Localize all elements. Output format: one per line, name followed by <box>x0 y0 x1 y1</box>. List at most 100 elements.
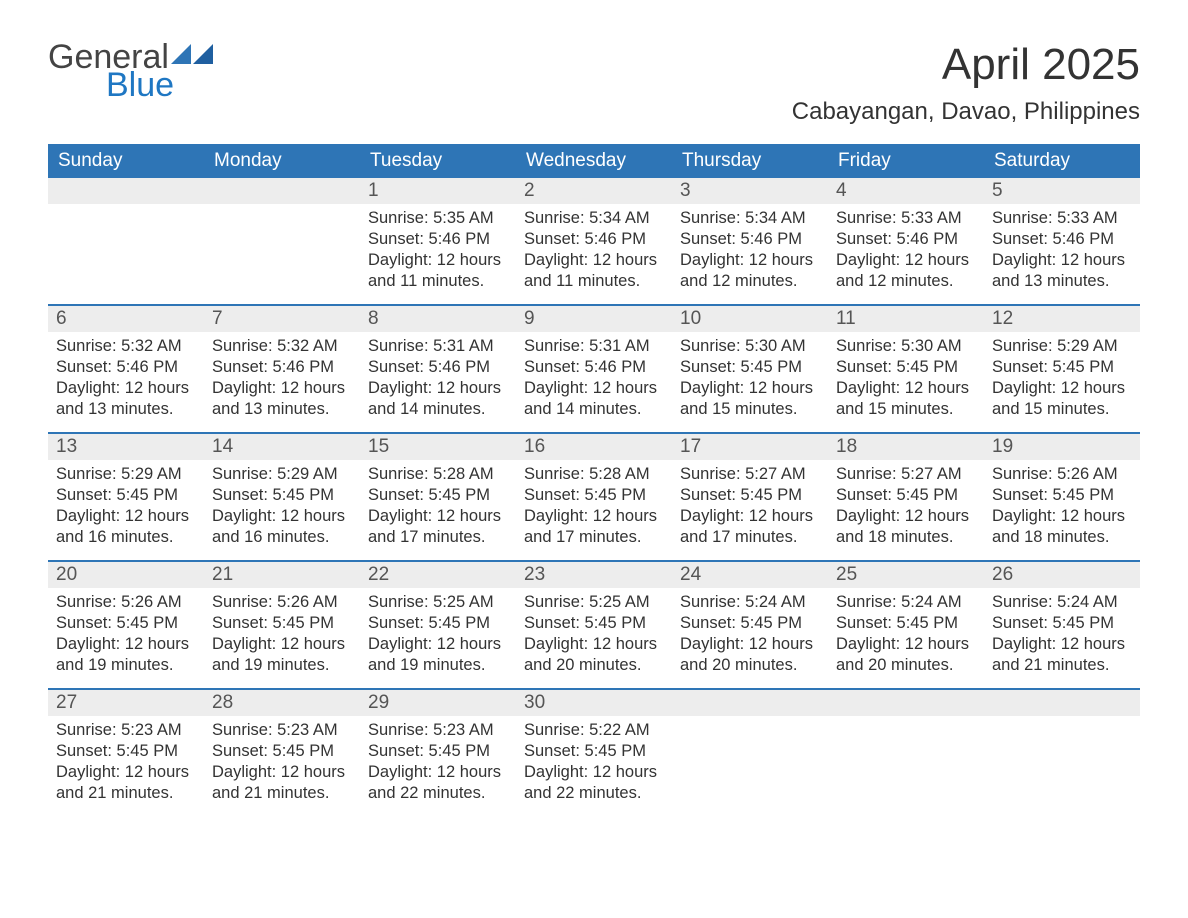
daylight-line2: and 22 minutes. <box>368 783 508 804</box>
sunrise-text: Sunrise: 5:23 AM <box>212 720 352 741</box>
daylight-line1: Daylight: 12 hours <box>56 506 196 527</box>
day-cell <box>672 690 828 816</box>
day-body: Sunrise: 5:35 AMSunset: 5:46 PMDaylight:… <box>360 204 516 302</box>
sunrise-text: Sunrise: 5:32 AM <box>212 336 352 357</box>
daylight-line2: and 11 minutes. <box>368 271 508 292</box>
sunrise-text: Sunrise: 5:26 AM <box>992 464 1132 485</box>
sunset-text: Sunset: 5:46 PM <box>212 357 352 378</box>
daylight-line2: and 19 minutes. <box>212 655 352 676</box>
daylight-line1: Daylight: 12 hours <box>524 378 664 399</box>
sunset-text: Sunset: 5:45 PM <box>680 485 820 506</box>
sunrise-text: Sunrise: 5:34 AM <box>680 208 820 229</box>
daylight-line1: Daylight: 12 hours <box>524 250 664 271</box>
sunset-text: Sunset: 5:45 PM <box>56 613 196 634</box>
dow-wednesday: Wednesday <box>516 144 672 178</box>
flag-icon <box>171 44 213 72</box>
sunset-text: Sunset: 5:45 PM <box>992 357 1132 378</box>
week-row: 13Sunrise: 5:29 AMSunset: 5:45 PMDayligh… <box>48 432 1140 560</box>
day-body: Sunrise: 5:26 AMSunset: 5:45 PMDaylight:… <box>204 588 360 686</box>
day-cell: 19Sunrise: 5:26 AMSunset: 5:45 PMDayligh… <box>984 434 1140 560</box>
day-body: Sunrise: 5:24 AMSunset: 5:45 PMDaylight:… <box>828 588 984 686</box>
sunset-text: Sunset: 5:46 PM <box>368 357 508 378</box>
day-cell: 27Sunrise: 5:23 AMSunset: 5:45 PMDayligh… <box>48 690 204 816</box>
day-cell: 7Sunrise: 5:32 AMSunset: 5:46 PMDaylight… <box>204 306 360 432</box>
day-body: Sunrise: 5:27 AMSunset: 5:45 PMDaylight:… <box>672 460 828 558</box>
daylight-line2: and 18 minutes. <box>992 527 1132 548</box>
daylight-line2: and 12 minutes. <box>680 271 820 292</box>
daylight-line1: Daylight: 12 hours <box>680 378 820 399</box>
daylight-line1: Daylight: 12 hours <box>212 378 352 399</box>
sunset-text: Sunset: 5:46 PM <box>836 229 976 250</box>
sunset-text: Sunset: 5:45 PM <box>524 741 664 762</box>
day-cell: 10Sunrise: 5:30 AMSunset: 5:45 PMDayligh… <box>672 306 828 432</box>
daylight-line1: Daylight: 12 hours <box>992 506 1132 527</box>
daylight-line2: and 13 minutes. <box>56 399 196 420</box>
sunset-text: Sunset: 5:46 PM <box>524 229 664 250</box>
daylight-line1: Daylight: 12 hours <box>368 634 508 655</box>
day-body: Sunrise: 5:33 AMSunset: 5:46 PMDaylight:… <box>984 204 1140 302</box>
dow-thursday: Thursday <box>672 144 828 178</box>
calendar-grid: Sunday Monday Tuesday Wednesday Thursday… <box>48 144 1140 816</box>
day-number: 14 <box>204 434 360 460</box>
location-subtitle: Cabayangan, Davao, Philippines <box>792 98 1140 126</box>
sunrise-text: Sunrise: 5:24 AM <box>992 592 1132 613</box>
daylight-line1: Daylight: 12 hours <box>680 250 820 271</box>
sunset-text: Sunset: 5:46 PM <box>524 357 664 378</box>
day-cell: 29Sunrise: 5:23 AMSunset: 5:45 PMDayligh… <box>360 690 516 816</box>
sunrise-text: Sunrise: 5:22 AM <box>524 720 664 741</box>
day-cell: 21Sunrise: 5:26 AMSunset: 5:45 PMDayligh… <box>204 562 360 688</box>
day-number: 9 <box>516 306 672 332</box>
day-body: Sunrise: 5:24 AMSunset: 5:45 PMDaylight:… <box>672 588 828 686</box>
day-cell: 8Sunrise: 5:31 AMSunset: 5:46 PMDaylight… <box>360 306 516 432</box>
sunset-text: Sunset: 5:46 PM <box>368 229 508 250</box>
sunset-text: Sunset: 5:45 PM <box>212 485 352 506</box>
sunset-text: Sunset: 5:45 PM <box>524 485 664 506</box>
sunrise-text: Sunrise: 5:29 AM <box>56 464 196 485</box>
sunset-text: Sunset: 5:45 PM <box>212 613 352 634</box>
week-row: 20Sunrise: 5:26 AMSunset: 5:45 PMDayligh… <box>48 560 1140 688</box>
day-body: Sunrise: 5:32 AMSunset: 5:46 PMDaylight:… <box>204 332 360 430</box>
dow-monday: Monday <box>204 144 360 178</box>
day-number: 27 <box>48 690 204 716</box>
day-number: 18 <box>828 434 984 460</box>
daylight-line1: Daylight: 12 hours <box>368 250 508 271</box>
day-cell: 1Sunrise: 5:35 AMSunset: 5:46 PMDaylight… <box>360 178 516 304</box>
sunrise-text: Sunrise: 5:26 AM <box>56 592 196 613</box>
day-body: Sunrise: 5:25 AMSunset: 5:45 PMDaylight:… <box>360 588 516 686</box>
day-body: Sunrise: 5:22 AMSunset: 5:45 PMDaylight:… <box>516 716 672 814</box>
sunrise-text: Sunrise: 5:25 AM <box>368 592 508 613</box>
sunset-text: Sunset: 5:46 PM <box>56 357 196 378</box>
day-number: 23 <box>516 562 672 588</box>
sunset-text: Sunset: 5:45 PM <box>836 613 976 634</box>
sunset-text: Sunset: 5:45 PM <box>212 741 352 762</box>
daylight-line2: and 12 minutes. <box>836 271 976 292</box>
dow-friday: Friday <box>828 144 984 178</box>
day-number: 17 <box>672 434 828 460</box>
daylight-line1: Daylight: 12 hours <box>992 250 1132 271</box>
day-body: Sunrise: 5:26 AMSunset: 5:45 PMDaylight:… <box>984 460 1140 558</box>
day-number <box>828 690 984 716</box>
day-cell <box>984 690 1140 816</box>
week-row: 1Sunrise: 5:35 AMSunset: 5:46 PMDaylight… <box>48 178 1140 304</box>
daylight-line2: and 13 minutes. <box>992 271 1132 292</box>
daylight-line2: and 17 minutes. <box>368 527 508 548</box>
day-number: 7 <box>204 306 360 332</box>
day-number: 26 <box>984 562 1140 588</box>
sunset-text: Sunset: 5:45 PM <box>524 613 664 634</box>
sunrise-text: Sunrise: 5:30 AM <box>836 336 976 357</box>
day-number <box>204 178 360 204</box>
day-cell: 5Sunrise: 5:33 AMSunset: 5:46 PMDaylight… <box>984 178 1140 304</box>
daylight-line1: Daylight: 12 hours <box>212 506 352 527</box>
day-cell: 18Sunrise: 5:27 AMSunset: 5:45 PMDayligh… <box>828 434 984 560</box>
daylight-line1: Daylight: 12 hours <box>56 634 196 655</box>
day-cell: 17Sunrise: 5:27 AMSunset: 5:45 PMDayligh… <box>672 434 828 560</box>
day-number: 3 <box>672 178 828 204</box>
day-number: 12 <box>984 306 1140 332</box>
daylight-line2: and 19 minutes. <box>56 655 196 676</box>
day-cell: 28Sunrise: 5:23 AMSunset: 5:45 PMDayligh… <box>204 690 360 816</box>
sunrise-text: Sunrise: 5:24 AM <box>836 592 976 613</box>
daylight-line1: Daylight: 12 hours <box>368 378 508 399</box>
daylight-line2: and 15 minutes. <box>992 399 1132 420</box>
daylight-line2: and 19 minutes. <box>368 655 508 676</box>
day-number: 15 <box>360 434 516 460</box>
